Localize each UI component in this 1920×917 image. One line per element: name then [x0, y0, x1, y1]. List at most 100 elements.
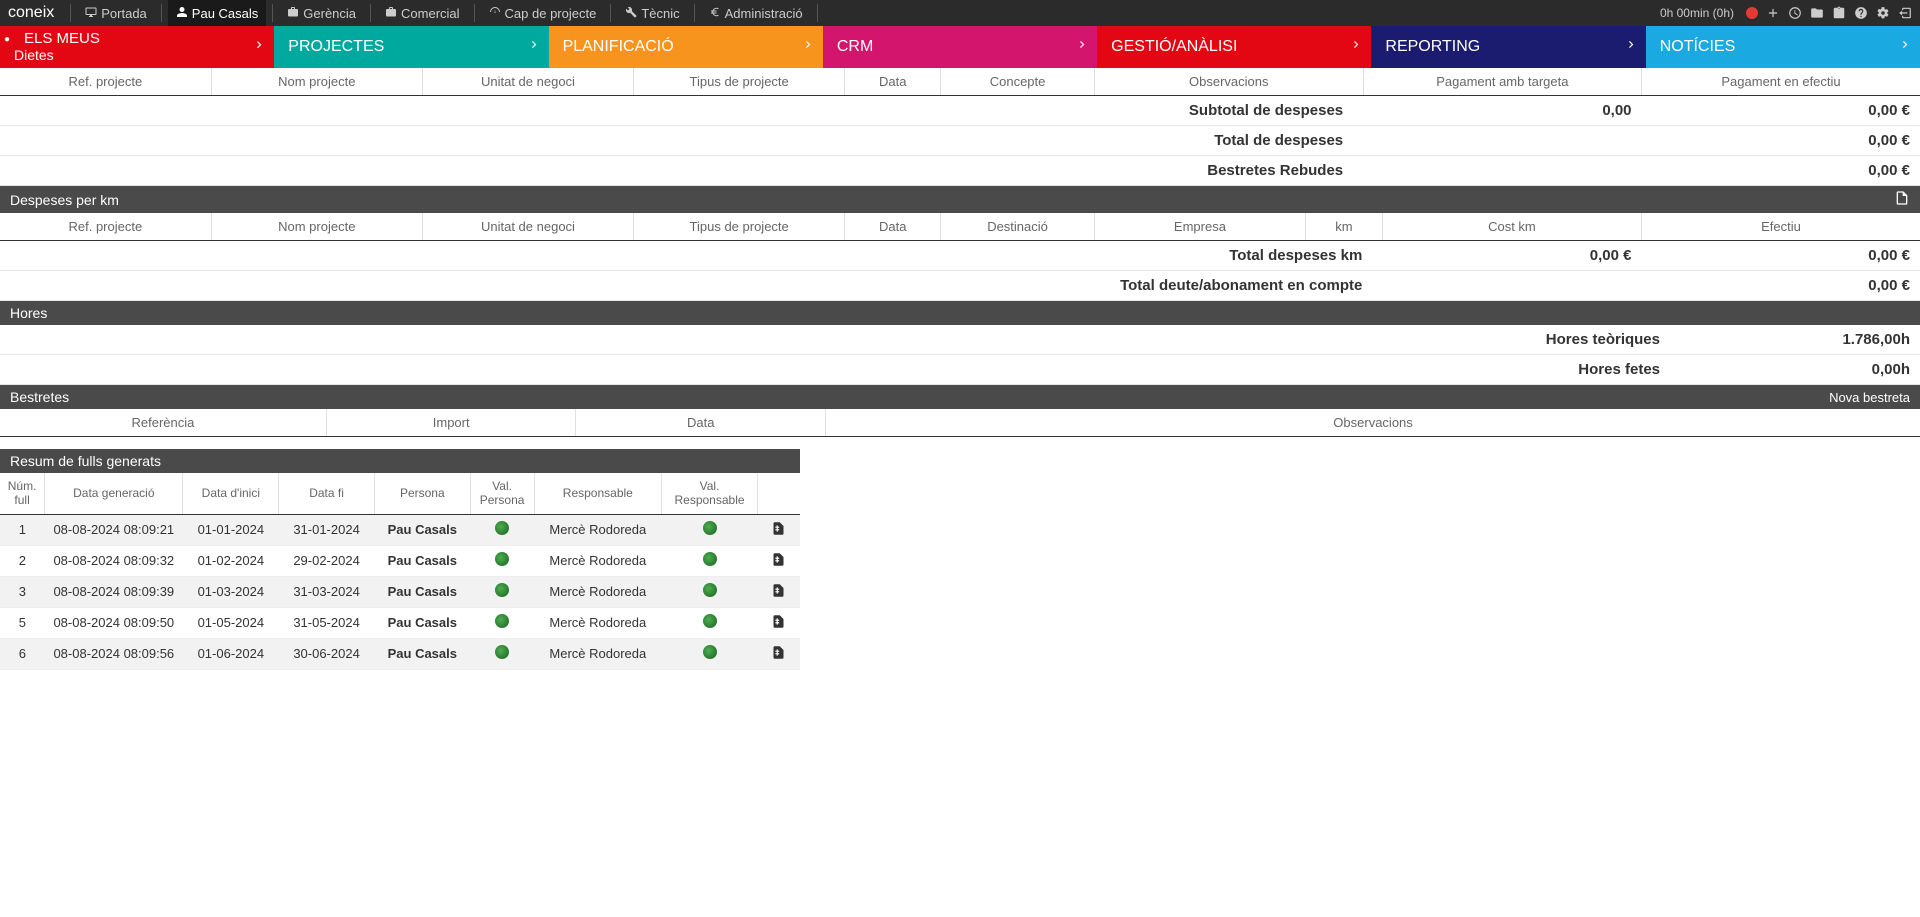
sum-value: 0,00 € [1642, 96, 1920, 126]
sum-label: Subtotal de despeses [0, 96, 1363, 126]
pdf-download[interactable] [757, 514, 800, 545]
topnav-comercial[interactable]: Comercial [377, 0, 468, 26]
topnav-label: Tècnic [641, 6, 679, 21]
monitor-icon [85, 6, 97, 21]
cell-fi: 31-03-2024 [279, 576, 375, 607]
col-header: Tipus de projecte [634, 213, 845, 241]
tab-label: PROJECTES [288, 38, 384, 56]
status-dot-icon [703, 645, 717, 659]
col-header: Data d'inici [183, 473, 279, 514]
tab-els-meus[interactable]: ●ELS MEUSDietes [0, 26, 274, 68]
chevron-right-icon [527, 38, 541, 57]
tab-label: REPORTING [1385, 38, 1480, 56]
cell-gen: 08-08-2024 08:09:56 [45, 638, 183, 669]
topnav-label: Pau Casals [192, 6, 258, 21]
tab-label: ELS MEUS [14, 31, 100, 48]
topnav-cap-de-projecte[interactable]: Cap de projecte [481, 0, 605, 26]
cell-val-responsable [662, 514, 758, 545]
cell-val-persona [470, 638, 534, 669]
cell-num: 3 [0, 576, 45, 607]
col-header: Import [326, 409, 576, 437]
cell-ini: 01-06-2024 [183, 638, 279, 669]
user-icon [176, 6, 188, 21]
brand[interactable]: coneix [8, 4, 54, 22]
col-header: Data [845, 213, 941, 241]
export-icon[interactable] [1894, 190, 1910, 209]
cell-val-persona [470, 514, 534, 545]
tab-projectes[interactable]: PROJECTES [274, 26, 548, 68]
sum-value: 0,00 € [1642, 126, 1920, 156]
logout-icon[interactable] [1898, 6, 1912, 20]
topnav-portada[interactable]: Portada [77, 0, 155, 26]
topnav-gerència[interactable]: Gerència [279, 0, 364, 26]
col-header: Observacions [826, 409, 1920, 437]
cell-responsable: Mercè Rodoreda [534, 545, 662, 576]
cell-val-persona [470, 576, 534, 607]
pdf-download[interactable] [757, 638, 800, 669]
sum-value: 0,00 € [1642, 156, 1920, 186]
topnav-tècnic[interactable]: Tècnic [617, 0, 687, 26]
topnav-label: Administració [725, 6, 803, 21]
pdf-download[interactable] [757, 545, 800, 576]
col-header: Núm. full [0, 473, 45, 514]
topnav-pau-casals[interactable]: Pau Casals [168, 0, 266, 26]
tab-label: PLANIFICACIÓ [563, 38, 674, 56]
status-dot-icon [495, 614, 509, 628]
sum-value [1363, 126, 1641, 156]
record-icon[interactable] [1746, 7, 1758, 19]
section-title: Bestretes [10, 389, 69, 405]
col-header: Tipus de projecte [634, 68, 845, 96]
section-bestretes: Bestretes Nova bestreta [0, 385, 1920, 409]
cell-val-responsable [662, 576, 758, 607]
sum-label: Total despeses km [0, 241, 1382, 271]
table-row: 508-08-2024 08:09:5001-05-202431-05-2024… [0, 607, 800, 638]
chevron-right-icon [1075, 38, 1089, 57]
sum-value: 0,00 € [1382, 241, 1641, 271]
clipboard-icon[interactable] [1832, 6, 1846, 20]
clock-icon[interactable] [1788, 6, 1802, 20]
help-icon[interactable] [1854, 6, 1868, 20]
col-header: Pagament amb targeta [1363, 68, 1641, 96]
cell-val-persona [470, 607, 534, 638]
col-header [757, 473, 800, 514]
col-header: Observacions [1094, 68, 1363, 96]
cell-ini: 01-01-2024 [183, 514, 279, 545]
table-row: 308-08-2024 08:09:3901-03-202431-03-2024… [0, 576, 800, 607]
cell-fi: 30-06-2024 [279, 638, 375, 669]
tab-label: GESTIÓ/ANÀLISI [1111, 38, 1237, 56]
pdf-download[interactable] [757, 607, 800, 638]
topnav-label: Comercial [401, 6, 460, 21]
tab-sublabel: Dietes [14, 48, 54, 63]
col-header: Nom projecte [211, 213, 422, 241]
tab-reporting[interactable]: REPORTING [1371, 26, 1645, 68]
pdf-download[interactable] [757, 576, 800, 607]
col-header: Pagament en efectiu [1642, 68, 1920, 96]
tab-planificaci-[interactable]: PLANIFICACIÓ [549, 26, 823, 68]
section-fulls: Resum de fulls generats [0, 449, 800, 473]
km-table: Ref. projecteNom projecteUnitat de negoc… [0, 213, 1920, 301]
plus-icon[interactable] [1766, 6, 1780, 20]
timer-label: 0h 00min (0h) [1660, 6, 1734, 20]
cell-num: 1 [0, 514, 45, 545]
status-dot-icon [495, 583, 509, 597]
cell-persona: Pau Casals [374, 545, 470, 576]
tab-gesti-an-lisi[interactable]: GESTIÓ/ANÀLISI [1097, 26, 1371, 68]
status-dot-icon [703, 614, 717, 628]
tab-not-cies[interactable]: NOTÍCIES [1646, 26, 1920, 68]
table-row: 208-08-2024 08:09:3201-02-202429-02-2024… [0, 545, 800, 576]
sum-value [1363, 156, 1641, 186]
cell-fi: 29-02-2024 [279, 545, 375, 576]
folder-icon[interactable] [1810, 6, 1824, 20]
status-dot-icon [495, 645, 509, 659]
status-dot-icon [703, 583, 717, 597]
topnav-administració[interactable]: Administració [701, 0, 811, 26]
col-header: Destinació [941, 213, 1095, 241]
nova-bestreta-link[interactable]: Nova bestreta [1829, 390, 1910, 405]
gear-icon[interactable] [1876, 6, 1890, 20]
sum-value: 0,00 [1363, 96, 1641, 126]
cell-val-responsable [662, 638, 758, 669]
bestretes-table: ReferènciaImportDataObservacions [0, 409, 1920, 437]
cell-num: 5 [0, 607, 45, 638]
tab-crm[interactable]: CRM [823, 26, 1097, 68]
cell-val-persona [470, 545, 534, 576]
